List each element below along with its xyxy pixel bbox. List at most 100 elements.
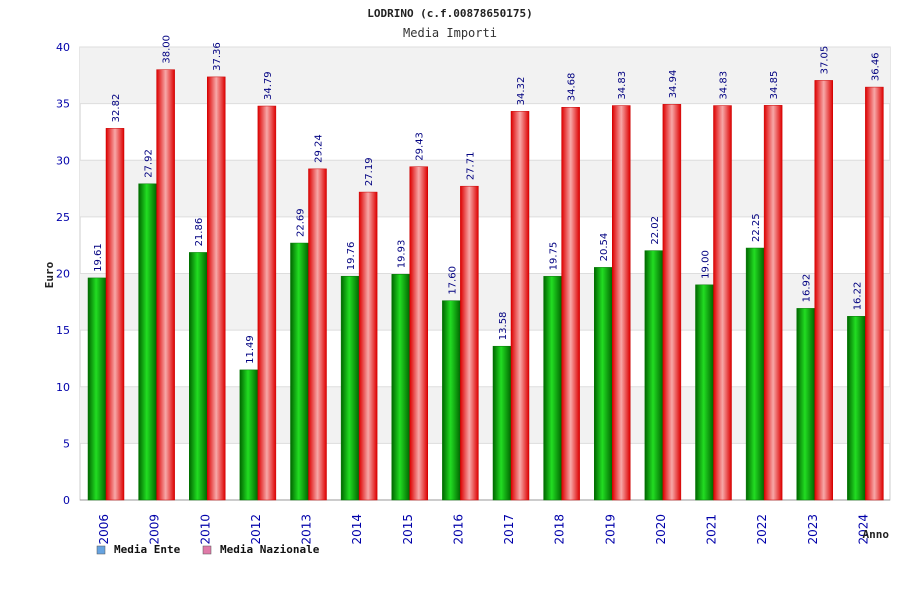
bar-label-media-ente: 20.54 [599,233,610,262]
y-tick-label: 40 [56,41,70,54]
bar-label-media-nazionale: 27.71 [465,152,476,181]
bar-label-media-ente: 19.76 [346,242,357,271]
bar-media-nazionale [105,128,125,501]
bar-media-ente [543,276,562,501]
bar-media-ente [239,369,259,501]
bar-label-media-nazionale: 34.68 [567,73,578,102]
x-tick-label: 2023 [806,514,820,545]
y-tick-label: 20 [56,268,70,281]
bar-media-ente [87,277,107,501]
x-axis-label: Anno [863,528,890,541]
bar-label-media-ente: 19.93 [397,240,408,269]
bar-label-media-nazionale: 36.46 [870,52,881,81]
bar-label-media-ente: 19.00 [701,250,712,279]
bar-label-media-nazionale: 38.00 [162,35,173,64]
x-tick-label: 2006 [97,514,111,545]
bar-label-media-ente: 11.49 [245,335,256,364]
bar-label-media-ente: 19.61 [93,243,104,272]
legend-label: Media Nazionale [220,543,320,556]
bar-media-nazionale [358,191,378,501]
bar-label-media-nazionale: 27.19 [364,157,375,186]
bar-label-media-nazionale: 32.82 [111,94,122,123]
bar-media-nazionale [156,69,175,501]
bar-media-ente [290,242,309,501]
bar-label-media-ente: 13.58 [498,312,509,341]
bar-media-nazionale [713,105,732,501]
bar-media-ente [594,267,613,501]
bar-media-ente [796,308,815,501]
y-tick-label: 0 [63,494,70,507]
bar-label-media-nazionale: 37.05 [820,46,831,75]
bar-media-nazionale [207,76,226,501]
x-tick-label: 2009 [148,514,162,545]
bar-media-nazionale [865,86,884,501]
bar-media-ente [391,274,410,501]
legend-swatch [202,545,212,555]
bar-label-media-ente: 22.25 [751,213,762,242]
bar-media-nazionale [763,105,783,501]
bar-label-media-ente: 16.22 [852,282,863,311]
y-axis-ticks: 0 5 10 15 20 25 30 35 40 [56,41,70,507]
x-tick-label: 2018 [553,514,567,545]
bar-label-media-ente: 21.86 [194,218,205,247]
x-tick-label: 2010 [198,514,212,545]
chart-title: LODRINO (c.f.00878650175) [367,7,533,20]
bar-label-media-nazionale: 34.85 [769,71,780,100]
bar-media-nazionale [561,106,580,501]
bar-label-media-nazionale: 34.94 [668,70,679,99]
bar-media-nazionale [662,104,682,501]
bar-media-nazionale [409,166,428,501]
bar-media-ente [138,183,157,501]
bar-media-ente [442,300,461,501]
y-tick-label: 30 [56,154,70,167]
x-tick-label: 2021 [705,514,719,545]
bar-media-ente [847,316,866,501]
x-tick-label: 2013 [300,514,314,545]
y-tick-label: 35 [56,98,70,111]
legend-label: Media Ente [114,543,181,556]
bar-label-media-ente: 27.92 [144,149,155,178]
x-tick-label: 2017 [502,514,516,545]
legend: Media Ente Media Nazionale [96,543,320,556]
y-tick-label: 25 [56,211,70,224]
bar-value-labels: 19.61 32.82 27.92 38.00 21.86 37.36 11.49 34.79… [93,35,881,364]
x-tick-label: 2019 [603,514,617,545]
bar-label-media-ente: 22.02 [650,216,661,245]
x-tick-label: 2020 [654,514,668,545]
y-axis-label: Euro [43,261,56,288]
x-axis-ticks: 2006 2009 2010 2012 2013 2014 2015 2016 2017 2018… [97,514,870,545]
bar-media-nazionale [257,105,277,501]
bar-label-media-ente: 22.69 [296,208,307,237]
bar-label-media-ente: 16.92 [802,274,813,303]
bar-label-media-nazionale: 29.24 [314,134,325,163]
bar-media-nazionale [460,185,479,501]
bar-media-ente [189,252,208,501]
y-tick-label: 5 [63,437,70,450]
bar-media-ente [644,250,664,501]
bar-media-ente [745,247,765,501]
bar-label-media-nazionale: 34.83 [719,71,730,100]
bar-label-media-ente: 19.75 [549,242,560,271]
bar-media-nazionale [612,105,631,501]
bar-label-media-nazionale: 34.79 [263,71,274,100]
bar-media-ente [695,284,714,501]
bar-media-ente [340,275,360,501]
bar-label-media-nazionale: 29.43 [415,132,426,161]
bar-label-media-nazionale: 34.32 [516,77,527,106]
x-tick-label: 2024 [856,514,870,545]
bar-media-ente [492,345,512,501]
bar-media-nazionale [308,168,327,501]
bar-label-media-nazionale: 37.36 [212,42,223,71]
bar-media-nazionale [510,111,530,501]
y-tick-label: 15 [56,324,70,337]
x-tick-label: 2015 [401,514,415,545]
x-tick-label: 2012 [249,514,263,545]
x-tick-label: 2016 [451,514,465,545]
legend-swatch [96,545,106,555]
x-tick-label: 2022 [755,514,769,545]
x-tick-label: 2014 [350,514,364,545]
bar-label-media-ente: 17.60 [447,266,458,295]
chart-subtitle: Media Importi [403,26,497,40]
bar-media-nazionale [814,80,833,501]
